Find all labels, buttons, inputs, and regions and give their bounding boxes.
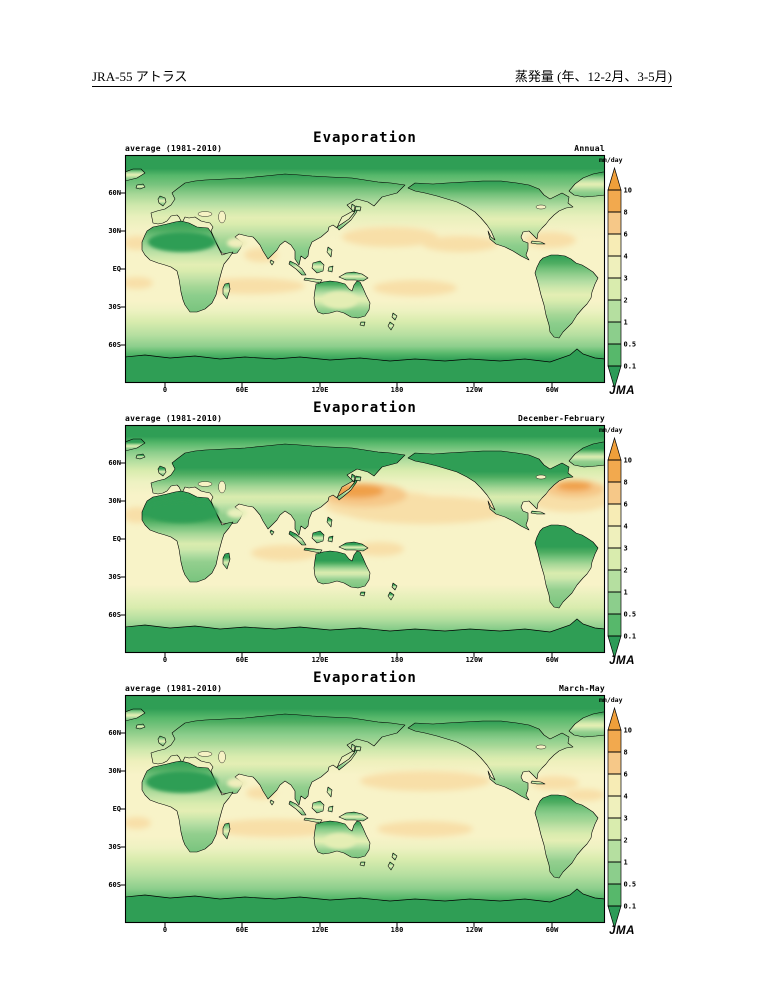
lon-tick-label: 60W [545, 926, 559, 934]
period-label: March-May [558, 684, 605, 693]
colorbar-tick-label: 3 [624, 545, 628, 553]
colorbar-tick-label: 8 [624, 479, 628, 487]
colorbar-tick-label: 1 [624, 589, 628, 597]
map-title: Evaporation [313, 130, 417, 146]
lat-tick-label: 60N [108, 189, 121, 197]
lat-tick-label: 60S [108, 341, 121, 349]
colorbar-tick-label: 10 [624, 457, 632, 465]
jma-logo: JMA [609, 925, 635, 937]
colorbar-tick-label: 3 [624, 275, 628, 283]
map-title: Evaporation [313, 400, 417, 416]
lon-tick-label: 0 [162, 926, 168, 934]
header-rule [92, 86, 672, 87]
colorbar-tick-label: 6 [624, 231, 628, 239]
lon-tick-label: 120W [465, 656, 483, 664]
lon-tick-label: 180 [390, 656, 404, 664]
colorbar: 10 8 6 4 3 2 1 0.5 0.1 [607, 166, 637, 390]
world-map-march-may [120, 694, 606, 928]
header-left-title: JRA-55 アトラス [92, 69, 188, 84]
world-map-december-february [120, 424, 606, 658]
lat-tick-label: EQ [112, 805, 121, 813]
period-label: Annual [574, 144, 605, 153]
colorbar-tick-label: 10 [624, 727, 632, 735]
colorbar-tick-label: 8 [624, 749, 628, 757]
colorbar-tick-label: 0.5 [624, 341, 637, 349]
lon-tick-label: 60E [235, 656, 249, 664]
lat-tick-label: 30N [108, 227, 121, 235]
colorbar-tick-label: 0.5 [624, 881, 637, 889]
lon-tick-label: 120E [311, 656, 329, 664]
colorbar-tick-label: 0.1 [624, 903, 637, 911]
lon-tick-label: 0 [162, 656, 168, 664]
lat-tick-label: 30N [108, 497, 121, 505]
colorbar-tick-label: 4 [624, 793, 628, 801]
lon-tick-label: 120W [465, 386, 483, 394]
lon-tick-label: 60W [545, 656, 559, 664]
header-right-title: 蒸発量 (年、12-2月、3-5月) [514, 69, 672, 84]
map-layers [125, 155, 605, 383]
page-header: JRA-55 アトラス 蒸発量 (年、12-2月、3-5月) [92, 66, 672, 85]
colorbar-tick-label: 0.5 [624, 611, 637, 619]
period-label: December-February [518, 414, 605, 423]
lon-tick-label: 60E [235, 926, 249, 934]
lon-tick-label: 60W [545, 386, 559, 394]
lat-tick-label: 60S [108, 881, 121, 889]
lon-axis: 0 60E 120E 180 120W 60W [0, 386, 765, 396]
colorbar-tick-label: 3 [624, 815, 628, 823]
map-subtitle-row: average (1981-2010) Annual [125, 144, 605, 153]
stat-label: average (1981-2010) [125, 144, 223, 153]
colorbar-tick-label: 2 [624, 297, 628, 305]
panel-annual: Evaporation average (1981-2010) Annual m… [0, 130, 765, 405]
colorbar-tick-label: 1 [624, 859, 628, 867]
lon-tick-label: 180 [390, 926, 404, 934]
lon-tick-label: 120W [465, 926, 483, 934]
map-title: Evaporation [313, 670, 417, 686]
lat-tick-label: 60N [108, 729, 121, 737]
jma-logo: JMA [609, 655, 635, 667]
colorbar-unit-label: mm/day [599, 426, 623, 434]
world-map-annual [120, 154, 606, 388]
colorbar: 10 8 6 4 3 2 1 0.5 0.1 [607, 706, 637, 930]
lat-tick-label: EQ [112, 535, 121, 543]
lon-axis: 0 60E 120E 180 120W 60W [0, 926, 765, 936]
colorbar-unit-label: mm/day [599, 156, 623, 164]
colorbar-tick-label: 6 [624, 771, 628, 779]
lon-tick-label: 60E [235, 386, 249, 394]
colorbar-tick-label: 8 [624, 209, 628, 217]
lon-tick-label: 120E [311, 926, 329, 934]
map-layers [125, 425, 605, 653]
colorbar-tick-label: 2 [624, 837, 628, 845]
map-subtitle-row: average (1981-2010) March-May [125, 684, 605, 693]
jma-logo: JMA [609, 385, 635, 397]
colorbar-tick-label: 4 [624, 523, 628, 531]
lon-axis: 0 60E 120E 180 120W 60W [0, 656, 765, 666]
lat-tick-label: 30S [108, 303, 121, 311]
colorbar-tick-label: 6 [624, 501, 628, 509]
lat-tick-label: 30S [108, 573, 121, 581]
lon-tick-label: 180 [390, 386, 404, 394]
colorbar-tick-label: 0.1 [624, 633, 637, 641]
panel-december-february: Evaporation average (1981-2010) December… [0, 400, 765, 675]
map-layers [125, 695, 605, 923]
lat-tick-label: 60S [108, 611, 121, 619]
stat-label: average (1981-2010) [125, 684, 223, 693]
colorbar-tick-label: 2 [624, 567, 628, 575]
colorbar-tick-label: 1 [624, 319, 628, 327]
colorbar-unit-label: mm/day [599, 696, 623, 704]
lon-tick-label: 120E [311, 386, 329, 394]
map-subtitle-row: average (1981-2010) December-February [125, 414, 605, 423]
stat-label: average (1981-2010) [125, 414, 223, 423]
lon-tick-label: 0 [162, 386, 168, 394]
colorbar-tick-label: 0.1 [624, 363, 637, 371]
lat-tick-label: 60N [108, 459, 121, 467]
colorbar-tick-label: 10 [624, 187, 632, 195]
lat-tick-label: EQ [112, 265, 121, 273]
lat-tick-label: 30N [108, 767, 121, 775]
lat-tick-label: 30S [108, 843, 121, 851]
colorbar: 10 8 6 4 3 2 1 0.5 0.1 [607, 436, 637, 660]
panel-march-may: Evaporation average (1981-2010) March-Ma… [0, 670, 765, 945]
colorbar-tick-label: 4 [624, 253, 628, 261]
